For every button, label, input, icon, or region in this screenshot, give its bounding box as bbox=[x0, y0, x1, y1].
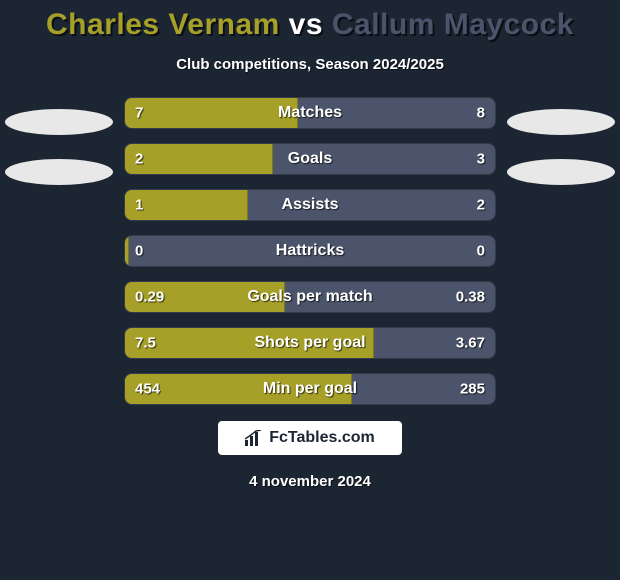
stat-value-left: 454 bbox=[135, 381, 160, 398]
stat-label: Matches bbox=[278, 104, 342, 122]
footer-date: 4 november 2024 bbox=[0, 473, 620, 490]
stat-bar-left-fill bbox=[125, 98, 298, 128]
stat-label: Goals bbox=[288, 150, 332, 168]
stat-value-right: 0.38 bbox=[456, 289, 485, 306]
right-ovals-column bbox=[506, 97, 616, 197]
chart-area: 7 Matches 8 2 Goals 3 1 Assists 2 0 Hattricks 0 0.29… bbox=[0, 97, 620, 405]
stat-value-left: 7.5 bbox=[135, 335, 156, 352]
stat-value-left: 7 bbox=[135, 105, 143, 122]
player2-name: Callum Maycock bbox=[332, 8, 574, 41]
stat-value-right: 2 bbox=[477, 197, 485, 214]
stat-value-right: 3.67 bbox=[456, 335, 485, 352]
stat-bars: 7 Matches 8 2 Goals 3 1 Assists 2 0 Hattricks 0 0.29… bbox=[124, 97, 496, 405]
stat-row: 0 Hattricks 0 bbox=[124, 235, 496, 267]
stat-label: Min per goal bbox=[263, 380, 357, 398]
comparison-title: Charles Vernam vs Callum Maycock bbox=[0, 0, 620, 42]
stat-label: Shots per goal bbox=[254, 334, 365, 352]
stat-value-left: 0.29 bbox=[135, 289, 164, 306]
footer-logo-text: FcTables.com bbox=[269, 429, 375, 447]
stat-value-left: 0 bbox=[135, 243, 143, 260]
stat-bar-left-fill bbox=[125, 190, 248, 220]
decorative-oval bbox=[507, 109, 615, 135]
stat-row: 7 Matches 8 bbox=[124, 97, 496, 129]
stat-value-left: 1 bbox=[135, 197, 143, 214]
stat-label: Assists bbox=[282, 196, 339, 214]
stat-value-right: 0 bbox=[477, 243, 485, 260]
chart-icon bbox=[245, 430, 263, 446]
stat-row: 1 Assists 2 bbox=[124, 189, 496, 221]
stat-row: 0.29 Goals per match 0.38 bbox=[124, 281, 496, 313]
decorative-oval bbox=[507, 159, 615, 185]
stat-label: Goals per match bbox=[247, 288, 372, 306]
subtitle: Club competitions, Season 2024/2025 bbox=[0, 56, 620, 73]
vs-text: vs bbox=[289, 8, 323, 41]
stat-row: 454 Min per goal 285 bbox=[124, 373, 496, 405]
stat-bar-left-fill bbox=[125, 236, 129, 266]
stat-row: 2 Goals 3 bbox=[124, 143, 496, 175]
stat-label: Hattricks bbox=[276, 242, 344, 260]
stat-value-left: 2 bbox=[135, 151, 143, 168]
decorative-oval bbox=[5, 109, 113, 135]
decorative-oval bbox=[5, 159, 113, 185]
left-ovals-column bbox=[4, 97, 114, 197]
footer-logo: FcTables.com bbox=[218, 421, 402, 455]
stat-value-right: 8 bbox=[477, 105, 485, 122]
stat-value-right: 285 bbox=[460, 381, 485, 398]
player1-name: Charles Vernam bbox=[46, 8, 280, 41]
stat-value-right: 3 bbox=[477, 151, 485, 168]
stat-row: 7.5 Shots per goal 3.67 bbox=[124, 327, 496, 359]
stat-bar-left-fill bbox=[125, 144, 273, 174]
